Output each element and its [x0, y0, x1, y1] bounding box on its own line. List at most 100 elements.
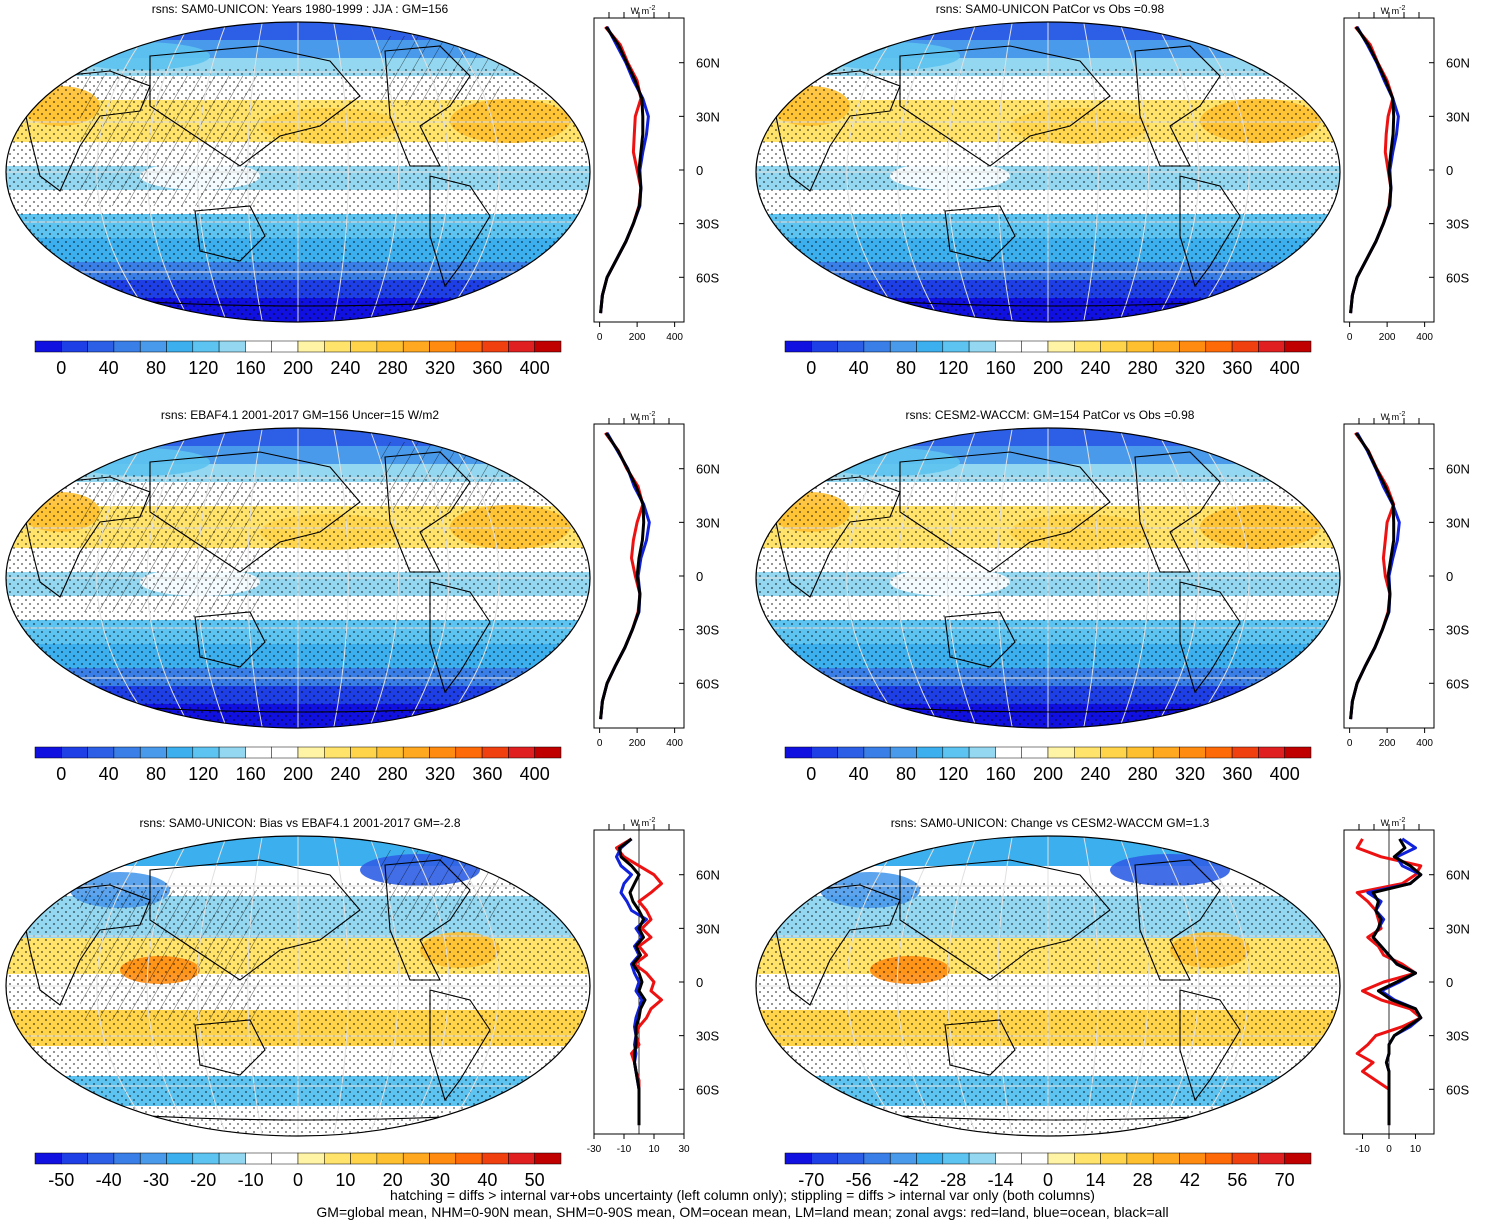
zonal-lat-label: 60S — [1446, 676, 1469, 691]
colorbar-label: 320 — [1175, 358, 1205, 378]
zonal-lat-label: 60N — [1446, 56, 1470, 71]
colorbar-swatch — [1126, 1152, 1154, 1165]
zonal-lat-label: 30S — [1446, 1029, 1469, 1044]
zonal-line-all — [1371, 838, 1423, 1126]
continent-outline — [769, 70, 901, 192]
colorbar-swatch — [297, 1152, 325, 1165]
colorbar-swatch — [863, 340, 891, 353]
continent-outline — [1179, 989, 1241, 1102]
colorbar-swatch — [34, 746, 62, 759]
zonal-x-label: 400 — [1416, 738, 1433, 749]
zonal-mean-plot: W m-2 60N 30N 0 30S 60S 0 200 400 — [593, 411, 720, 749]
colorbar-label: -20 — [190, 1170, 216, 1190]
zonal-lat-label: 30N — [1446, 921, 1470, 936]
meridian-line — [96, 836, 156, 1136]
colorbar-label: 42 — [1180, 1170, 1200, 1190]
colorbar: 0 40 80 120 160 200 240 280 320 360 400 — [34, 340, 562, 378]
zonal-units: W m-2 — [631, 5, 656, 16]
colorbar-swatch — [429, 340, 457, 353]
colorbar-label: 0 — [806, 358, 816, 378]
zonal-units: W m-2 — [631, 411, 656, 422]
colorbar-swatch — [1179, 1152, 1207, 1165]
zonal-line-land — [1355, 838, 1423, 1126]
zonal-line-all — [599, 432, 646, 720]
colorbar-swatch — [324, 1152, 351, 1165]
colorbar-swatch — [1258, 1152, 1285, 1165]
meridian-line — [96, 22, 156, 322]
graticule — [6, 22, 590, 322]
continent-outline — [384, 45, 471, 167]
zonal-x-label: 200 — [1379, 738, 1396, 749]
zonal-lat-label: 30N — [696, 921, 720, 936]
hatching — [80, 890, 260, 1020]
footer-note-1: hatching = diffs > internal var+obs unce… — [390, 1187, 1095, 1203]
panel-title: rsns: SAM0-UNICON: Years 1980-1999 : JJA… — [151, 2, 449, 16]
colorbar-swatch — [1152, 1152, 1180, 1165]
zonal-lat-label: 60S — [696, 1082, 719, 1097]
meridian-line — [846, 428, 906, 728]
colorbar-swatch — [995, 1152, 1022, 1165]
meridian-line — [368, 428, 400, 728]
continent-outline — [19, 884, 151, 1006]
colorbar-swatch — [916, 746, 944, 759]
graticule — [756, 836, 1340, 1136]
colorbar-swatch — [942, 1152, 970, 1165]
colorbar-label: 360 — [472, 764, 502, 784]
colorbar-swatch — [534, 340, 562, 353]
panel-title: rsns: SAM0-UNICON: Change vs CESM2-WACCM… — [890, 816, 1210, 830]
hatching — [80, 482, 260, 612]
meridian-line — [896, 22, 942, 322]
zonal-line-all — [618, 837, 647, 1126]
colorbar: 0 40 80 120 160 200 240 280 320 360 400 — [34, 746, 562, 784]
continent-outline — [899, 45, 1111, 167]
zonal-x-label: 400 — [1416, 332, 1433, 343]
colorbar-swatch — [784, 340, 812, 353]
colorbar-swatch — [34, 340, 62, 353]
continent-outline — [944, 1019, 1016, 1076]
colorbar-label: 160 — [236, 764, 266, 784]
colorbar-swatch — [34, 1152, 62, 1165]
colorbar-label: 0 — [1043, 1170, 1053, 1190]
zonal-lat-label: 60N — [696, 56, 720, 71]
colorbar-swatch — [784, 1152, 812, 1165]
meridian-line — [896, 428, 942, 728]
meridian-line — [404, 836, 450, 1136]
colorbar-swatch — [61, 340, 88, 353]
continent-outline — [194, 205, 266, 262]
continent-outline — [384, 859, 471, 981]
meridian-line — [946, 22, 978, 322]
zonal-lat-label: 30S — [696, 1029, 719, 1044]
colorbar-label: 80 — [146, 358, 166, 378]
meridian-line — [368, 22, 400, 322]
colorbar-label: -28 — [940, 1170, 966, 1190]
latitude-band — [6, 40, 590, 58]
colorbar-label: 40 — [477, 1170, 497, 1190]
zonal-lat-label: 30S — [696, 623, 719, 638]
zonal-x-label: 0 — [1347, 738, 1353, 749]
zonal-lat-label: 30S — [696, 217, 719, 232]
colorbar-swatch — [481, 1152, 509, 1165]
meridian-line — [946, 836, 978, 1136]
zonal-x-label: 30 — [678, 1144, 690, 1155]
map-field — [6, 428, 590, 728]
colorbar-swatch — [889, 746, 917, 759]
colorbar-swatch — [192, 746, 220, 759]
zonal-x-label: -30 — [587, 1144, 602, 1155]
meridian-line — [997, 22, 1013, 322]
colorbar-swatch — [995, 746, 1022, 759]
colorbar-swatch — [811, 340, 838, 353]
colorbar-label: 360 — [1222, 358, 1252, 378]
colorbar-swatch — [455, 340, 483, 353]
zonal-line-all — [599, 26, 645, 314]
meridian-line — [440, 428, 500, 728]
colorbar-swatch — [376, 1152, 404, 1165]
map-border — [5, 835, 591, 1137]
zonal-line-all — [1349, 26, 1396, 314]
colorbar-swatch — [1284, 1152, 1312, 1165]
colorbar-swatch — [942, 746, 970, 759]
latitude-band — [756, 22, 1340, 40]
map-border — [755, 835, 1341, 1137]
continent-outline — [944, 205, 1016, 262]
colorbar-label: 40 — [99, 358, 119, 378]
panel-title: rsns: SAM0-UNICON PatCor vs Obs =0.98 — [935, 2, 1165, 16]
